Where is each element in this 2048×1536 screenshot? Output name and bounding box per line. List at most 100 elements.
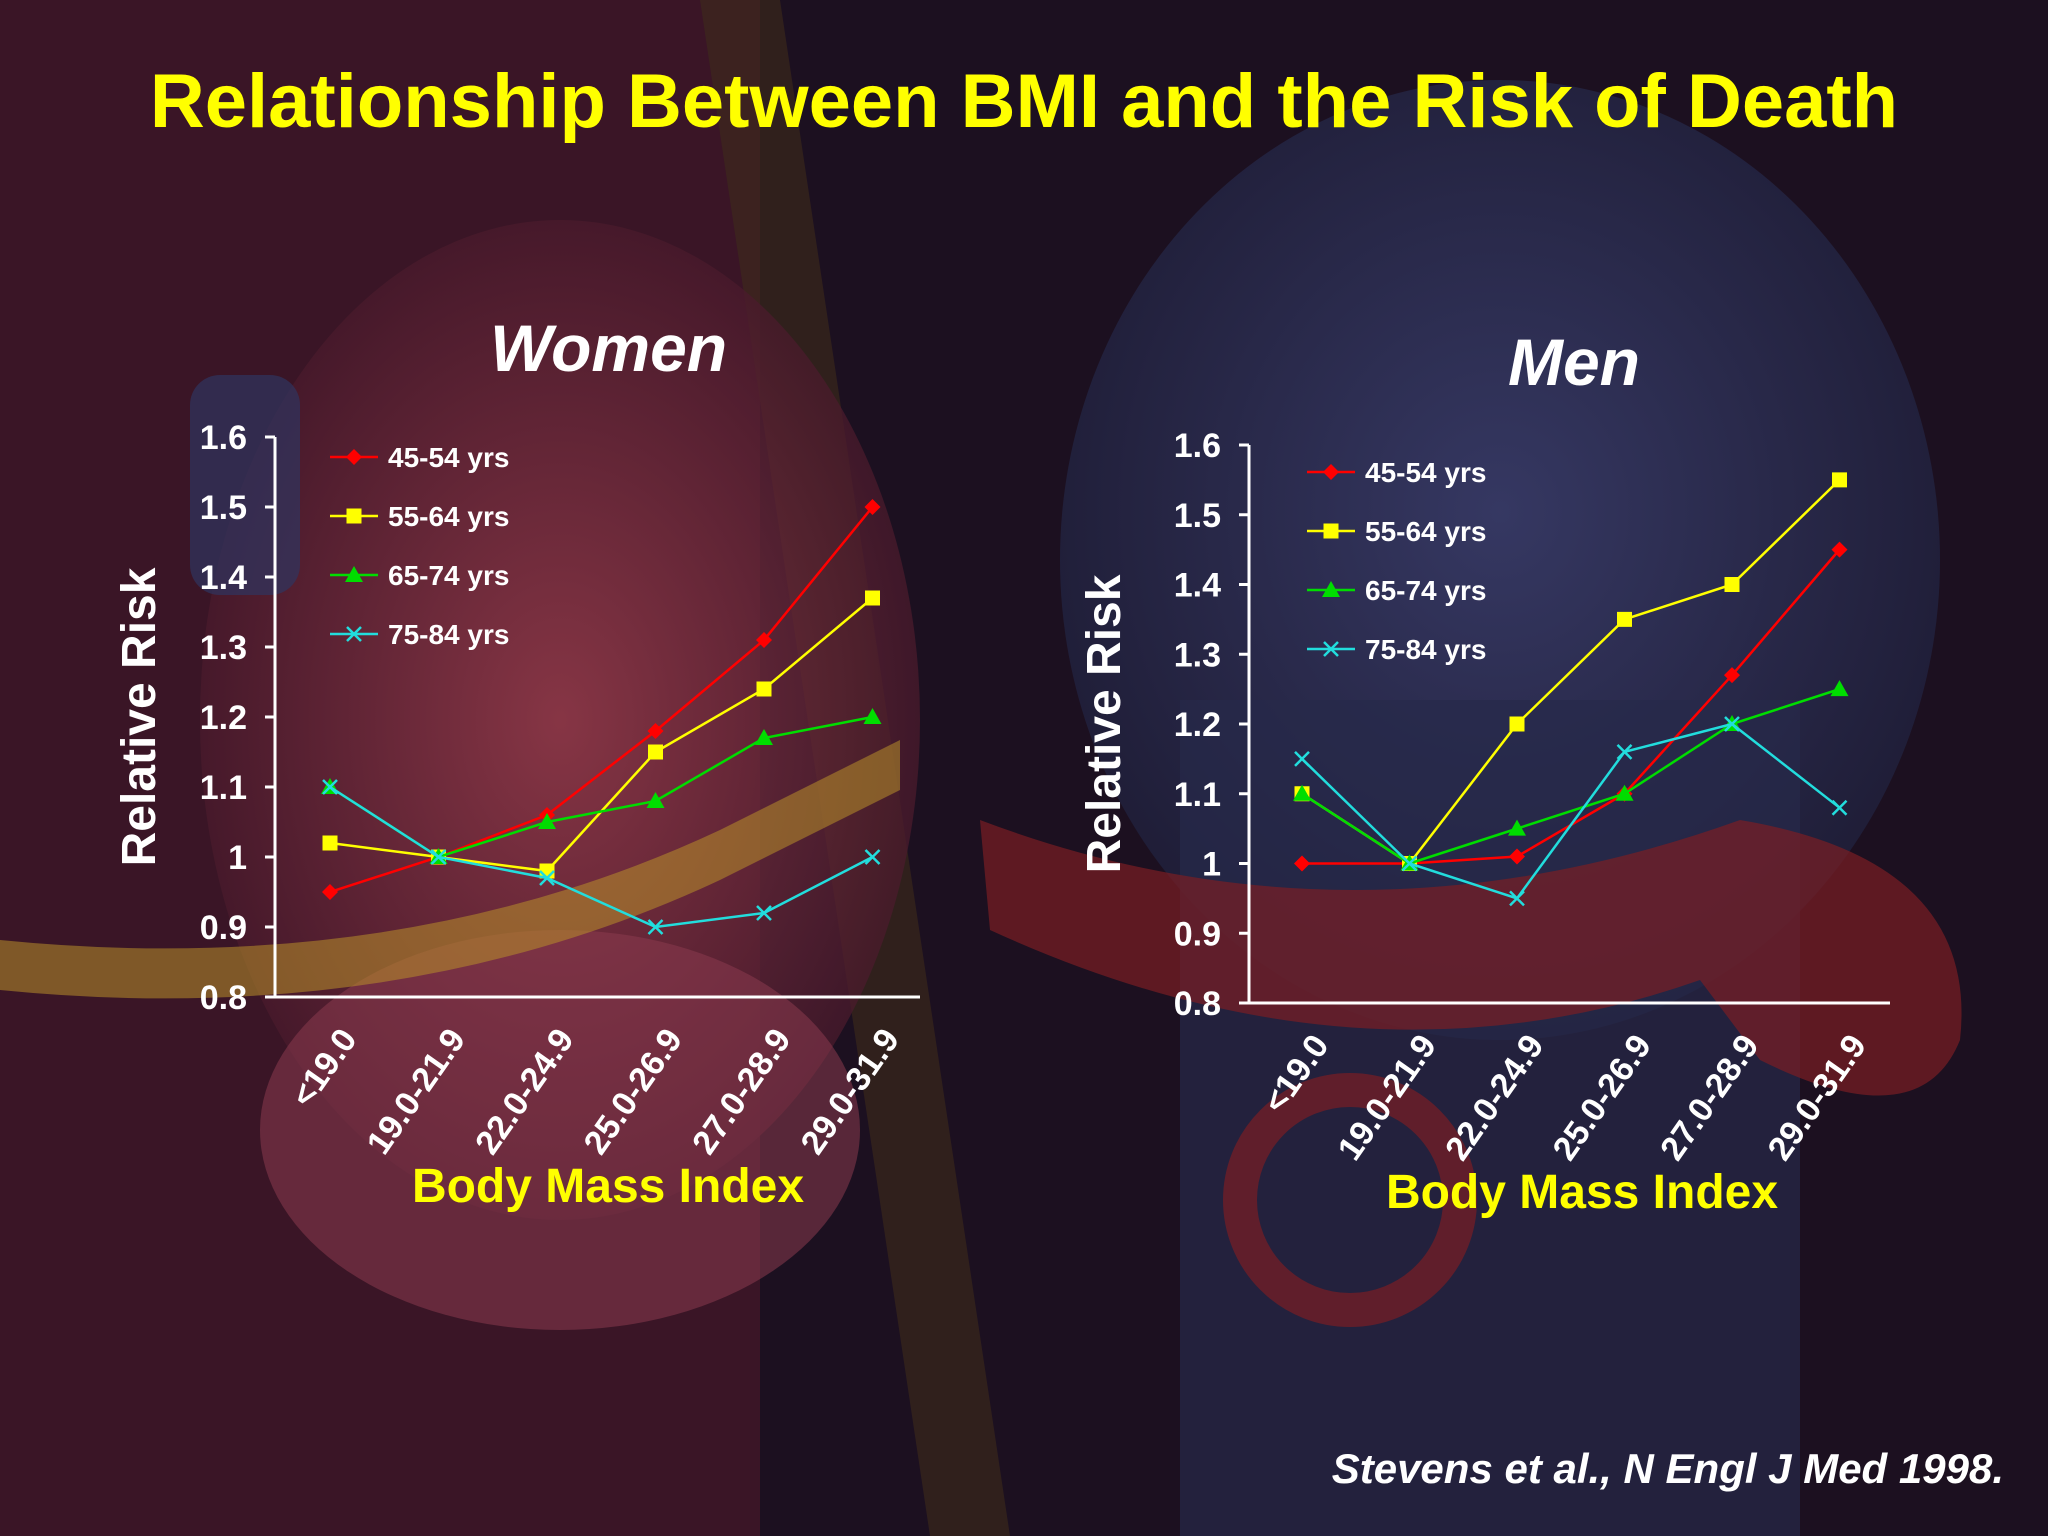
women-data-point xyxy=(322,779,338,795)
men-data-point xyxy=(1724,667,1740,684)
men-y-axis-title: Relative Risk xyxy=(1078,574,1131,873)
women-series-line xyxy=(329,506,874,894)
women-chart: 0.8 0.9 1 1.1 1.2 1.3 1.4 1.5 1.6 Relative Risk <1… xyxy=(113,419,920,1213)
men-x-tick-label: <19.0 xyxy=(1256,1028,1336,1120)
women-legend-label: 65-74 yrs xyxy=(388,560,509,591)
women-legend-marker xyxy=(345,566,363,582)
women-x-tick-label: <19.0 xyxy=(284,1022,364,1114)
men-series-2 xyxy=(1293,680,1849,871)
women-series-line xyxy=(329,715,873,859)
men-y-tick-label: 1.5 xyxy=(1174,497,1221,535)
men-x-tick-label: 25.0-26.9 xyxy=(1546,1028,1660,1167)
women-legend-label: 45-54 yrs xyxy=(388,442,509,473)
men-x-tick-label: 22.0-24.9 xyxy=(1438,1028,1552,1167)
women-data-point xyxy=(648,744,663,760)
slide-title: Relationship Between BMI and the Risk of… xyxy=(149,59,1899,144)
citation: Stevens et al., N Engl J Med 1998. xyxy=(1331,1445,2004,1492)
men-data-point xyxy=(1293,784,1311,801)
women-chart-title: Women xyxy=(490,311,728,385)
men-y-tick-label: 1.6 xyxy=(1174,427,1221,465)
men-x-axis-title: Body Mass Index xyxy=(1386,1166,1778,1219)
men-data-point xyxy=(1294,855,1310,872)
men-data-point xyxy=(1509,890,1525,907)
women-y-tick-label: 1.4 xyxy=(200,559,247,597)
men-legend-marker xyxy=(1323,641,1339,657)
men-series-3 xyxy=(1294,716,1848,907)
women-x-tick-label: 25.0-26.9 xyxy=(577,1022,691,1161)
men-data-point xyxy=(1724,577,1740,592)
men-y-tick-label: 0.8 xyxy=(1174,985,1221,1023)
men-y-tick-label: 1.3 xyxy=(1174,636,1221,674)
men-legend-marker xyxy=(1322,581,1340,597)
men-chart-title: Men xyxy=(1508,325,1640,399)
women-data-point xyxy=(756,681,772,697)
men-data-point xyxy=(1615,784,1634,801)
men-data-point xyxy=(1401,855,1418,872)
men-legend-label: 55-64 yrs xyxy=(1365,516,1486,547)
women-series-line xyxy=(329,785,874,929)
men-chart: 0.8 0.9 1 1.1 1.2 1.3 1.4 1.5 1.6 Relative Risk <1… xyxy=(1078,427,1890,1219)
women-y-tick-label: 0.9 xyxy=(200,909,247,947)
women-legend-marker xyxy=(346,508,362,524)
women-data-point xyxy=(755,729,773,745)
women-data-point xyxy=(322,835,338,851)
women-x-axis-title: Body Mass Index xyxy=(412,1160,804,1213)
women-data-point xyxy=(647,919,664,935)
women-series-0 xyxy=(322,499,881,900)
women-data-point xyxy=(322,884,338,900)
men-series-line xyxy=(1301,687,1840,865)
men-y-tick-label: 1.2 xyxy=(1174,706,1221,744)
men-x-tick-label: 29.0-31.9 xyxy=(1761,1028,1875,1167)
men-legend-label: 65-74 yrs xyxy=(1365,575,1486,606)
men-data-point xyxy=(1616,744,1633,760)
men-data-point xyxy=(1509,848,1525,865)
men-data-point xyxy=(1830,680,1849,697)
women-legend-label: 55-64 yrs xyxy=(388,501,509,532)
women-data-point xyxy=(430,849,447,865)
women-legend-marker xyxy=(346,626,362,642)
men-legend-label: 45-54 yrs xyxy=(1365,457,1486,488)
men-y-tick-label: 1.1 xyxy=(1174,776,1221,814)
women-data-point xyxy=(539,870,555,886)
women-legend-marker xyxy=(346,449,362,465)
women-y-axis-title: Relative Risk xyxy=(113,567,166,866)
men-y-tick-label: 1 xyxy=(1202,846,1221,884)
men-data-point xyxy=(1831,541,1848,558)
men-legend-marker xyxy=(1323,523,1339,539)
women-y-tick-label: 1.1 xyxy=(200,769,247,807)
women-data-point xyxy=(756,632,772,648)
women-y-tick-label: 1.2 xyxy=(200,699,247,737)
men-data-point xyxy=(1832,472,1847,488)
women-series-2 xyxy=(321,708,882,864)
women-data-point xyxy=(864,499,881,515)
women-y-tick-label: 1.6 xyxy=(200,419,247,457)
women-x-tick-label: 29.0-31.9 xyxy=(794,1022,908,1161)
men-data-point xyxy=(1617,611,1632,627)
women-x-tick-label: 19.0-21.9 xyxy=(360,1022,474,1161)
men-data-point xyxy=(1509,716,1525,732)
women-y-tick-label: 1 xyxy=(228,839,247,877)
women-x-tick-label: 22.0-24.9 xyxy=(468,1022,582,1161)
women-data-point xyxy=(646,792,665,808)
women-y-tick-label: 0.8 xyxy=(200,979,247,1017)
women-data-point xyxy=(538,813,556,829)
men-x-tick-label: 19.0-21.9 xyxy=(1331,1028,1445,1167)
women-data-point xyxy=(756,905,772,921)
men-y-tick-label: 0.9 xyxy=(1174,915,1221,953)
women-y-tick-label: 1.5 xyxy=(200,489,247,527)
men-y-tick-label: 1.4 xyxy=(1174,567,1221,605)
men-data-point xyxy=(1724,716,1740,732)
men-legend-label: 75-84 yrs xyxy=(1365,634,1486,665)
men-x-tick-label: 27.0-28.9 xyxy=(1653,1028,1767,1167)
women-legend-label: 75-84 yrs xyxy=(388,619,509,650)
men-data-point xyxy=(1294,750,1310,767)
men-data-point xyxy=(1831,799,1848,816)
women-data-point xyxy=(863,708,882,724)
men-data-point xyxy=(1508,819,1526,836)
women-series-3 xyxy=(322,779,881,935)
women-x-tick-label: 27.0-28.9 xyxy=(685,1022,799,1161)
women-data-point xyxy=(864,849,881,865)
women-data-point xyxy=(865,590,880,606)
women-data-point xyxy=(647,723,664,739)
